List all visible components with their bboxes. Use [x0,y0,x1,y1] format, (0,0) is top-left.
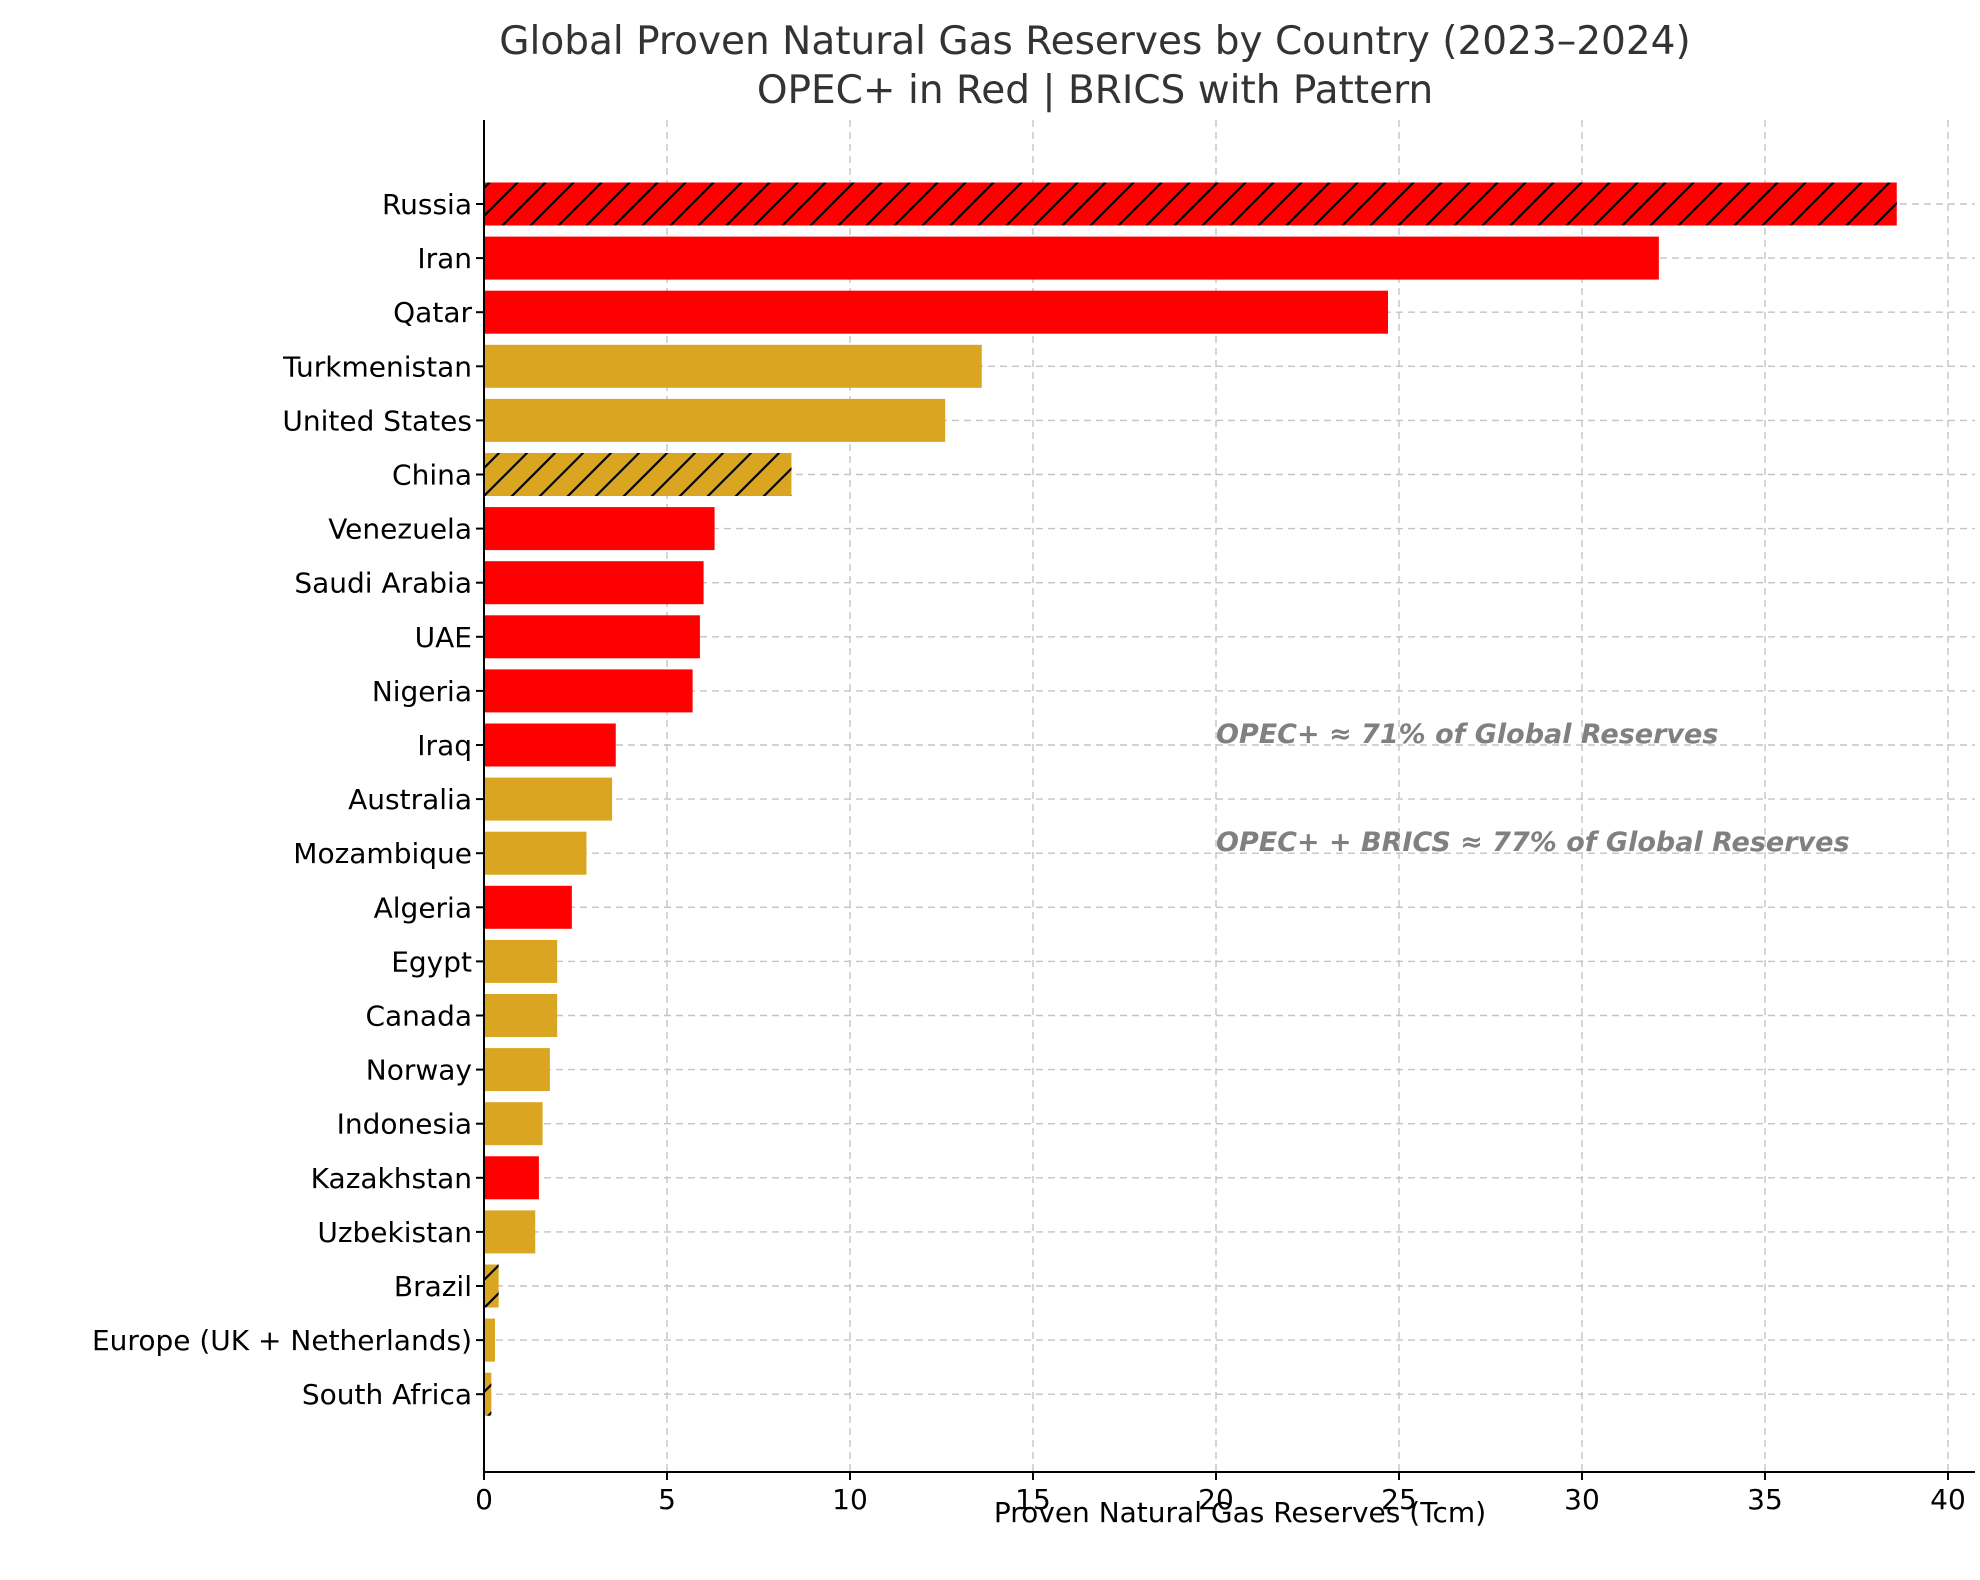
y-tick-label: China [392,459,472,492]
x-tick-label: 0 [475,1483,493,1516]
bar-nigeria [484,669,693,713]
y-tick-label: Egypt [391,945,472,978]
y-tick-label: Canada [365,1000,472,1033]
annotation-text: OPEC+ + BRICS ≈ 77% of Global Reserves [1216,827,1850,858]
gridlines [484,120,1975,1472]
x-tick-label: 10 [832,1483,868,1516]
y-tick-label: Uzbekistan [317,1216,472,1249]
bar-qatar [484,290,1389,334]
bar-venezuela [484,507,715,551]
bar-hatch-pattern [484,453,792,496]
y-tick-label: Brazil [394,1270,472,1303]
y-tick-label: Algeria [374,891,472,924]
y-tick-label: UAE [415,621,472,654]
annotations: OPEC+ ≈ 71% of Global Reserves OPEC+ + BR… [1216,719,1850,858]
x-tick-label: 40 [1930,1483,1966,1516]
bar-turkmenistan [484,344,982,388]
y-tick-label: United States [282,404,472,437]
bar-norway [484,1048,550,1092]
y-tick-label: Venezuela [328,513,472,546]
bar-iraq [484,723,616,767]
bar-europe-uk-netherlands [484,1318,495,1362]
x-axis-label: Proven Natural Gas Reserves (Tcm) [994,1496,1486,1529]
annotation-text: OPEC+ ≈ 71% of Global Reserves [1216,719,1718,750]
y-tick-label: Europe (UK + Netherlands) [92,1324,472,1357]
bar-united-states [484,398,946,442]
bar-kazakhstan [484,1156,539,1200]
x-ticks: 0 5 10 15 20 25 30 35 40 [475,1472,1966,1516]
y-tick-label: Saudi Arabia [294,567,472,600]
bar-uzbekistan [484,1210,536,1254]
bar-hatch-pattern [484,1372,492,1416]
y-tick-label: Turkmenistan [282,350,472,383]
y-tick-label: Norway [366,1054,472,1087]
bar-hatch-pattern [484,182,1897,226]
y-tick-label: Indonesia [337,1108,472,1141]
y-tick-label: Nigeria [372,675,472,708]
y-tick-label: Russia [382,188,472,221]
bar-iran [484,236,1659,280]
bar-algeria [484,885,572,929]
x-tick-label: 25 [1381,1483,1417,1516]
y-tick-label: Iraq [417,729,472,762]
x-tick-label: 30 [1564,1483,1600,1516]
bar-australia [484,777,613,821]
y-tick-label: Australia [348,783,472,816]
y-tick-label: Kazakhstan [311,1162,472,1195]
chart-subtitle: OPEC+ in Red | BRICS with Pattern [757,68,1433,113]
bar-uae [484,615,700,659]
chart-title: Global Proven Natural Gas Reserves by Co… [499,19,1690,64]
bar-indonesia [484,1102,543,1146]
y-tick-label: Iran [417,242,472,275]
y-tick-label: Mozambique [293,837,472,870]
x-tick-label: 5 [658,1483,676,1516]
bars [484,182,1897,1416]
bar-mozambique [484,831,587,875]
y-tick-label: Qatar [393,296,472,329]
x-tick-label: 20 [1198,1483,1234,1516]
y-tick-labels: Russia Iran Qatar Turkmenistan United States… [92,188,484,1411]
bar-egypt [484,939,558,983]
bar-saudi-arabia [484,561,704,605]
bar-canada [484,994,558,1037]
x-tick-label: 35 [1747,1483,1783,1516]
bar-hatch-pattern [484,1264,499,1308]
y-tick-label: South Africa [302,1378,472,1411]
x-tick-label: 15 [1015,1483,1051,1516]
